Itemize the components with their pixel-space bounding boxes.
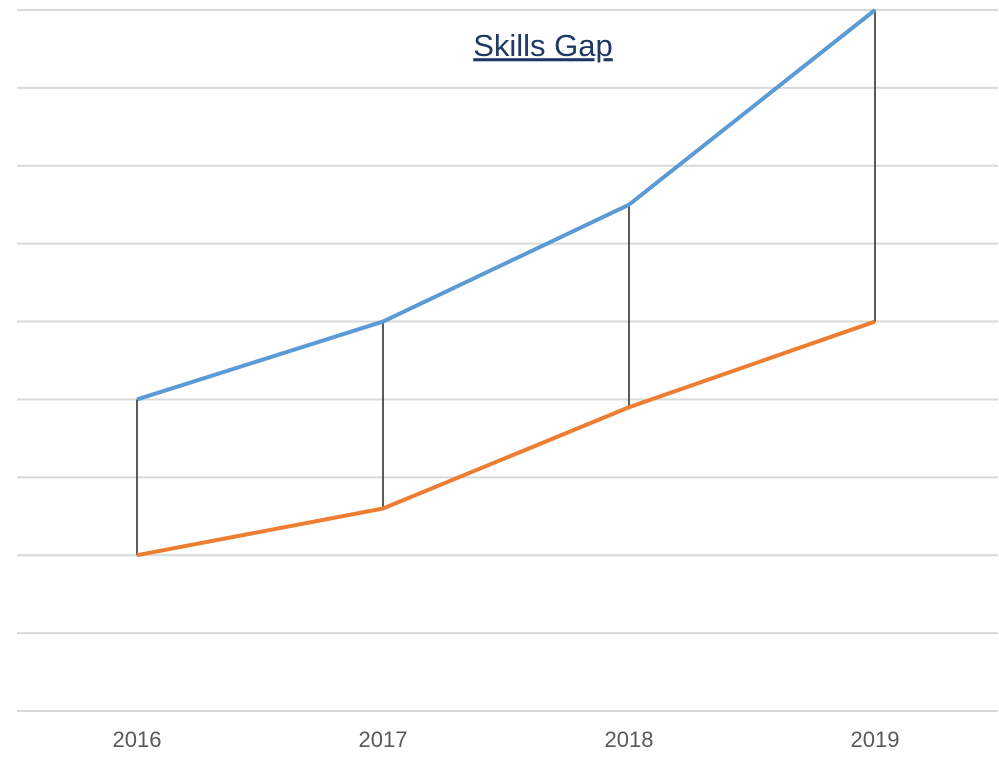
x-tick-label: 2018 xyxy=(605,727,654,752)
series-line xyxy=(136,8,877,402)
x-tick-label: 2017 xyxy=(359,727,408,752)
chart-title: Skills Gap xyxy=(473,28,613,63)
x-tick-label: 2019 xyxy=(851,727,900,752)
series-line xyxy=(136,319,876,558)
x-tick-label: 2016 xyxy=(113,727,162,752)
